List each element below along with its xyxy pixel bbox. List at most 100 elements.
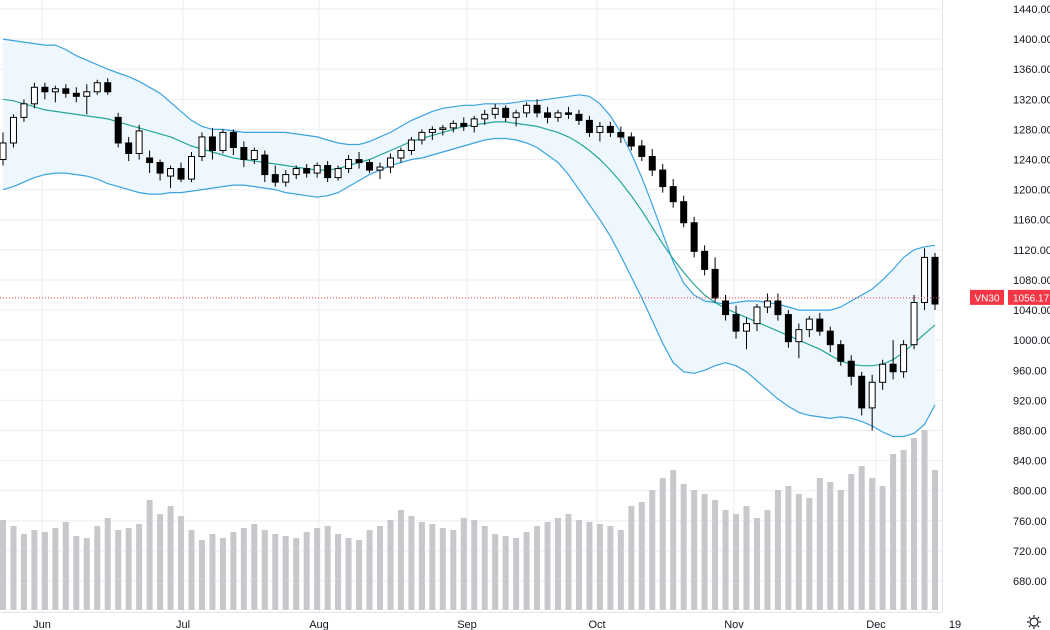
candle-body-down — [460, 122, 468, 127]
candle — [701, 245, 709, 276]
candle-body-down — [931, 256, 939, 305]
volume-bar — [785, 486, 792, 610]
x-tick-label: Aug — [309, 619, 329, 630]
y-tick-label: 1360.00 — [1013, 64, 1050, 76]
x-tick-label: Jun — [33, 619, 51, 630]
candle — [732, 305, 740, 339]
candle-body-up — [596, 125, 604, 133]
candle-body-down — [774, 300, 782, 316]
volume-bar — [670, 470, 677, 610]
volume-bar — [837, 490, 844, 610]
y-tick-label: 1280.00 — [1013, 124, 1050, 136]
candle-body-up — [512, 112, 520, 118]
candle-body-up — [449, 122, 457, 129]
volume-bar — [439, 528, 446, 610]
last-price-badge — [1008, 289, 1050, 305]
volume-bar — [575, 520, 582, 610]
volume-bar — [366, 530, 373, 610]
volume-bar — [303, 532, 310, 610]
volume-bar — [649, 490, 656, 610]
candle — [564, 106, 572, 119]
volume-bar — [251, 524, 258, 610]
volume-bar — [240, 528, 247, 610]
volume-bar — [753, 518, 760, 610]
candle — [324, 161, 332, 183]
volume-bar — [534, 526, 541, 610]
candle-body-up — [250, 149, 258, 161]
candle — [858, 371, 866, 416]
candle — [481, 109, 489, 125]
candle — [606, 121, 614, 137]
y-tick-label: 1240.00 — [1013, 155, 1050, 167]
volume-bar — [387, 520, 394, 610]
candle-body-up — [743, 323, 751, 332]
candle-body-down — [585, 119, 593, 133]
volume-bar — [335, 534, 342, 610]
candle — [784, 310, 792, 348]
y-tick-label: 1440.00 — [1013, 4, 1050, 16]
volume-bar — [795, 494, 802, 610]
candle — [313, 162, 321, 178]
candle — [62, 84, 70, 98]
candle — [659, 164, 667, 193]
volume-bar — [921, 430, 928, 610]
candle-body-up — [795, 329, 803, 343]
candle — [428, 126, 436, 140]
y-tick-label: 800.00 — [1013, 486, 1047, 498]
candle — [805, 316, 813, 338]
volume-bar — [502, 536, 509, 610]
volume-bar — [314, 528, 321, 610]
candle — [282, 170, 290, 187]
volume-bar — [41, 532, 48, 610]
volume-bar — [607, 526, 614, 610]
candle-body-up — [470, 118, 478, 127]
x-tick-label: Sep — [457, 619, 477, 630]
candle — [0, 132, 7, 166]
volume-bar — [125, 528, 132, 610]
symbol-badge — [970, 289, 1004, 305]
candle — [868, 374, 876, 431]
candle — [271, 165, 279, 187]
candle-body-up — [345, 159, 353, 170]
volume-bar — [397, 510, 404, 610]
candle — [638, 139, 646, 162]
candle — [167, 165, 175, 189]
candle-body-down — [701, 250, 709, 270]
x-tick-label: Oct — [588, 619, 605, 630]
volume-bar — [816, 478, 823, 610]
volume-bar — [555, 518, 562, 610]
candle — [596, 121, 604, 142]
volume-bars — [0, 430, 938, 610]
volume-bar — [0, 520, 6, 610]
y-tick-label: 1160.00 — [1013, 215, 1050, 227]
candle-body-down — [837, 344, 845, 362]
volume-bar — [282, 536, 289, 610]
candle-body-down — [303, 168, 311, 174]
y-tick-label: 1200.00 — [1013, 185, 1050, 197]
candle-body-down — [627, 136, 635, 147]
candle — [533, 99, 541, 118]
candle-body-down — [114, 116, 122, 144]
volume-bar — [617, 530, 624, 610]
candle-body-down — [690, 222, 698, 252]
candle-body-up — [292, 168, 300, 176]
volume-bar — [544, 522, 551, 610]
candle-body-down — [606, 125, 614, 133]
candle — [921, 248, 929, 311]
candle — [648, 148, 656, 177]
volume-bar — [418, 522, 425, 610]
volume-bar — [596, 524, 603, 610]
candle-body-down — [575, 113, 583, 121]
volume-bar — [230, 532, 237, 610]
candle-body-down — [533, 104, 541, 114]
x-tick-label: Dec — [866, 619, 886, 630]
candle — [711, 257, 719, 303]
candle — [826, 326, 834, 353]
candle — [879, 359, 887, 390]
candle-body-down — [41, 86, 49, 93]
settings-icon[interactable] — [1027, 615, 1041, 629]
candle-body-up — [554, 112, 562, 118]
candle — [690, 216, 698, 258]
volume-bar — [408, 516, 415, 610]
